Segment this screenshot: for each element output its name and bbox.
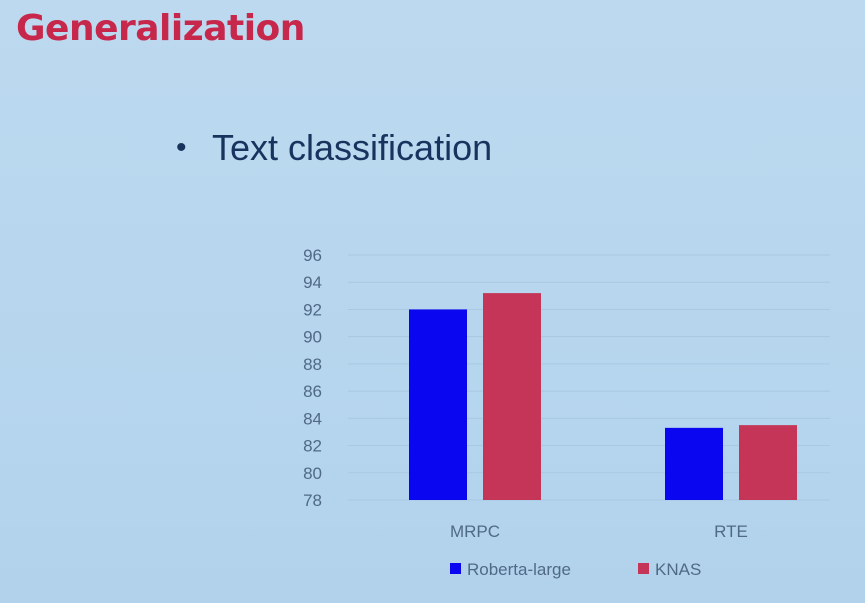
x-category-label: RTE	[714, 522, 748, 541]
y-tick-label: 90	[303, 328, 322, 347]
y-tick-label: 86	[303, 382, 322, 401]
legend-label: KNAS	[655, 560, 701, 579]
bullet-item: • Text classification	[176, 128, 492, 168]
bar-roberta-large-rte	[665, 427, 723, 500]
bar-knas-rte	[739, 425, 797, 500]
y-tick-label: 80	[303, 464, 322, 483]
y-tick-label: 88	[303, 355, 322, 374]
y-tick-label: 96	[303, 246, 322, 265]
legend-swatch-icon	[638, 563, 649, 574]
x-category-label: MRPC	[450, 522, 500, 541]
slide-title: Generalization	[16, 8, 305, 49]
y-tick-label: 94	[303, 273, 322, 292]
bullet-dot-icon: •	[176, 131, 187, 164]
y-tick-label: 78	[303, 491, 322, 510]
bar-roberta-large-mrpc	[409, 309, 467, 500]
bar-knas-mrpc	[483, 293, 541, 500]
y-tick-label: 82	[303, 437, 322, 456]
legend-label: Roberta-large	[467, 560, 571, 579]
y-tick-label: 84	[303, 409, 322, 428]
y-tick-label: 92	[303, 300, 322, 319]
legend-swatch-icon	[450, 563, 461, 574]
bullet-text: Text classification	[212, 127, 493, 168]
